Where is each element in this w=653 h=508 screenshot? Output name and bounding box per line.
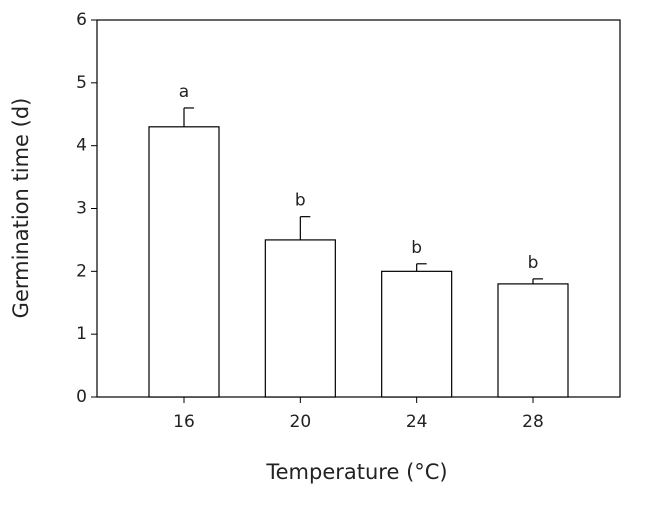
significance-letter: b: [295, 191, 306, 211]
x-axis-title: Temperature (°C): [265, 460, 447, 484]
significance-letter: b: [528, 253, 539, 273]
y-tick-label: 0: [76, 387, 87, 407]
x-tick-label: 16: [173, 412, 195, 432]
y-tick-label: 3: [76, 199, 87, 219]
y-tick-label: 6: [76, 10, 87, 30]
y-tick-label: 2: [76, 261, 87, 281]
x-tick-label: 24: [406, 412, 428, 432]
x-tick-label: 20: [290, 412, 312, 432]
y-tick-label: 4: [76, 136, 87, 156]
bar: [148, 126, 220, 398]
bar: [264, 239, 336, 398]
bar: [381, 270, 453, 398]
y-tick-label: 1: [76, 324, 87, 344]
bar: [497, 283, 569, 398]
significance-letter: a: [179, 82, 189, 102]
y-axis-title: Germination time (d): [9, 98, 33, 319]
significance-letter: b: [411, 238, 422, 258]
y-tick-label: 5: [76, 73, 87, 93]
x-tick-label: 28: [522, 412, 544, 432]
